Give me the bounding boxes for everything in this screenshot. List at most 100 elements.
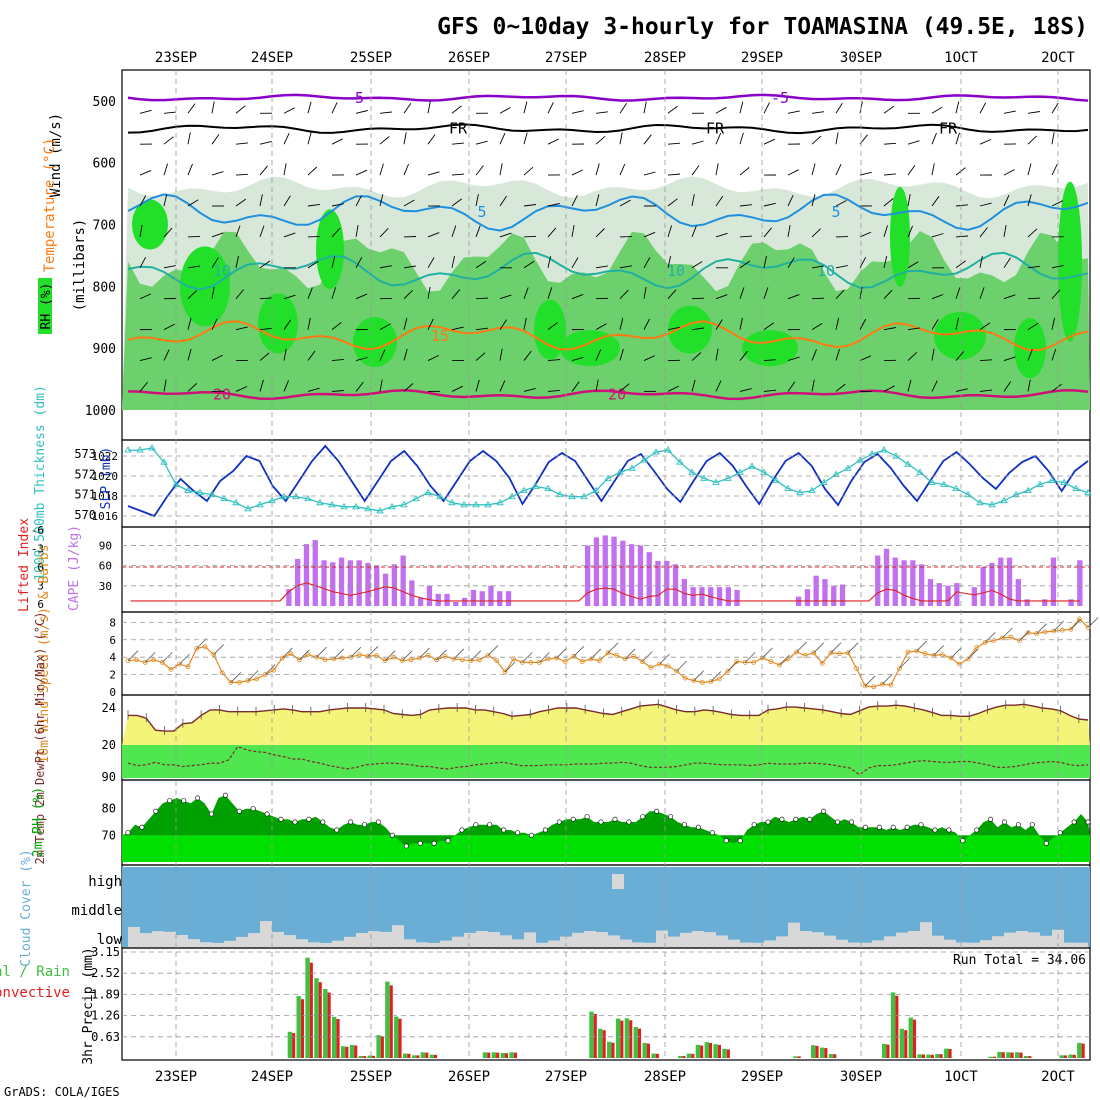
wind-barb bbox=[187, 317, 192, 330]
surface-wind-barb bbox=[676, 660, 687, 672]
low-cloud-bar bbox=[512, 939, 524, 947]
precip-convective-bar bbox=[904, 1030, 908, 1058]
wind-barb bbox=[715, 319, 723, 330]
rh2m-point bbox=[821, 808, 827, 814]
wind-barb bbox=[475, 140, 488, 145]
low-cloud-bar bbox=[128, 927, 140, 947]
wind-tick-label: 2 bbox=[109, 669, 116, 682]
low-cloud-bar bbox=[392, 925, 404, 947]
precip-convective-bar bbox=[487, 1052, 491, 1058]
precip-convective-bar bbox=[371, 1055, 375, 1058]
precip-convective-bar bbox=[913, 1019, 917, 1058]
wind-barb bbox=[979, 322, 991, 331]
thickness-point bbox=[652, 448, 660, 455]
slp-line bbox=[127, 444, 1089, 518]
low-cloud-bar bbox=[140, 933, 152, 947]
thickness-point bbox=[616, 468, 624, 475]
wind-barb bbox=[1003, 110, 1016, 114]
low-cloud-bar bbox=[164, 931, 176, 947]
temp-line bbox=[128, 703, 1089, 732]
wind-speed-point bbox=[271, 667, 277, 673]
wind-speed-point bbox=[888, 682, 894, 688]
thickness-point bbox=[760, 468, 768, 475]
wind-speed-point bbox=[356, 652, 362, 657]
rh2m-point bbox=[445, 838, 451, 844]
low-cloud-bar bbox=[656, 930, 668, 947]
rh2m-base-fill bbox=[122, 835, 1090, 862]
wind-barb bbox=[355, 169, 368, 176]
low-cloud-bar bbox=[356, 933, 368, 947]
surface-wind-barb bbox=[384, 650, 396, 661]
precip-total-bar bbox=[429, 1054, 434, 1058]
contour-label: FR bbox=[939, 120, 958, 138]
wind-barb bbox=[619, 163, 626, 176]
cape-bar bbox=[936, 583, 942, 606]
wind-barb bbox=[715, 294, 728, 300]
low-cloud-bar bbox=[152, 931, 164, 947]
thickness-tick-label: 572 bbox=[74, 467, 96, 481]
precip-total-bar bbox=[899, 1028, 905, 1058]
rh2m-tick-label: 80 bbox=[102, 802, 116, 816]
surface-wind-barb bbox=[299, 649, 310, 661]
precip-total-bar bbox=[686, 1053, 692, 1058]
rh2m-fill bbox=[122, 795, 1090, 846]
wind-speed-point bbox=[579, 659, 585, 664]
wind-barb bbox=[475, 165, 484, 176]
precip-total-bar bbox=[926, 1054, 931, 1058]
cape-bar bbox=[681, 579, 687, 606]
wind-barb bbox=[907, 165, 916, 176]
wind-barb bbox=[787, 356, 800, 361]
precip-total-bar bbox=[491, 1052, 497, 1058]
cape-bar bbox=[629, 544, 635, 606]
low-cloud-bar bbox=[968, 942, 980, 947]
wind-barb bbox=[691, 327, 704, 331]
thickness-point bbox=[952, 484, 960, 492]
wind-barb bbox=[163, 379, 167, 392]
surface-wind-barb bbox=[282, 647, 293, 659]
precip-total-bar bbox=[349, 1044, 355, 1058]
wind-barb bbox=[691, 297, 705, 300]
wind-barb bbox=[259, 225, 265, 238]
thickness-point bbox=[484, 500, 492, 508]
lifted-tick-label: 0 bbox=[37, 561, 44, 574]
low-cloud-bar bbox=[488, 932, 500, 947]
wind-barb bbox=[883, 255, 888, 268]
dewpoint-fill bbox=[122, 745, 1090, 778]
precip-convective-bar bbox=[336, 1019, 340, 1058]
wind-barb bbox=[715, 380, 722, 392]
precip-total-bar bbox=[323, 989, 328, 1058]
surface-wind-barb bbox=[1019, 630, 1030, 641]
wind-barb bbox=[739, 167, 750, 176]
wind-barb bbox=[187, 290, 198, 300]
low-cloud-bar bbox=[200, 942, 212, 947]
wind-barb bbox=[763, 102, 770, 114]
wind-speed-point bbox=[768, 659, 774, 664]
wind-barb bbox=[1027, 379, 1031, 392]
wind-barb bbox=[163, 323, 175, 331]
thickness-point bbox=[988, 500, 996, 508]
wind-barb bbox=[187, 103, 196, 114]
wind-barb bbox=[307, 166, 318, 176]
wind-speed-point bbox=[151, 657, 157, 663]
thickness-line bbox=[128, 447, 1089, 512]
low-cloud-bar bbox=[668, 936, 680, 947]
wind-barb bbox=[955, 235, 969, 238]
wind-barb bbox=[547, 203, 560, 207]
wind-barb bbox=[499, 195, 507, 207]
wind-speed-point bbox=[1017, 638, 1022, 643]
wind-barb bbox=[907, 351, 918, 361]
wind-barb bbox=[139, 256, 146, 269]
precip-convective-bar bbox=[425, 1052, 429, 1058]
wind-barb bbox=[667, 289, 677, 300]
precip-convective-bar bbox=[939, 1054, 943, 1058]
wind-barb bbox=[667, 173, 681, 176]
wind-barb bbox=[931, 348, 935, 361]
low-cloud-bar bbox=[188, 939, 200, 947]
wind-barb bbox=[595, 349, 602, 361]
thickness-point bbox=[304, 494, 312, 502]
cape-bar bbox=[813, 575, 819, 606]
wind-barb bbox=[427, 257, 435, 269]
surface-wind-barb bbox=[864, 675, 876, 687]
precip-convective-bar bbox=[930, 1054, 934, 1058]
wind-barb bbox=[859, 171, 872, 176]
